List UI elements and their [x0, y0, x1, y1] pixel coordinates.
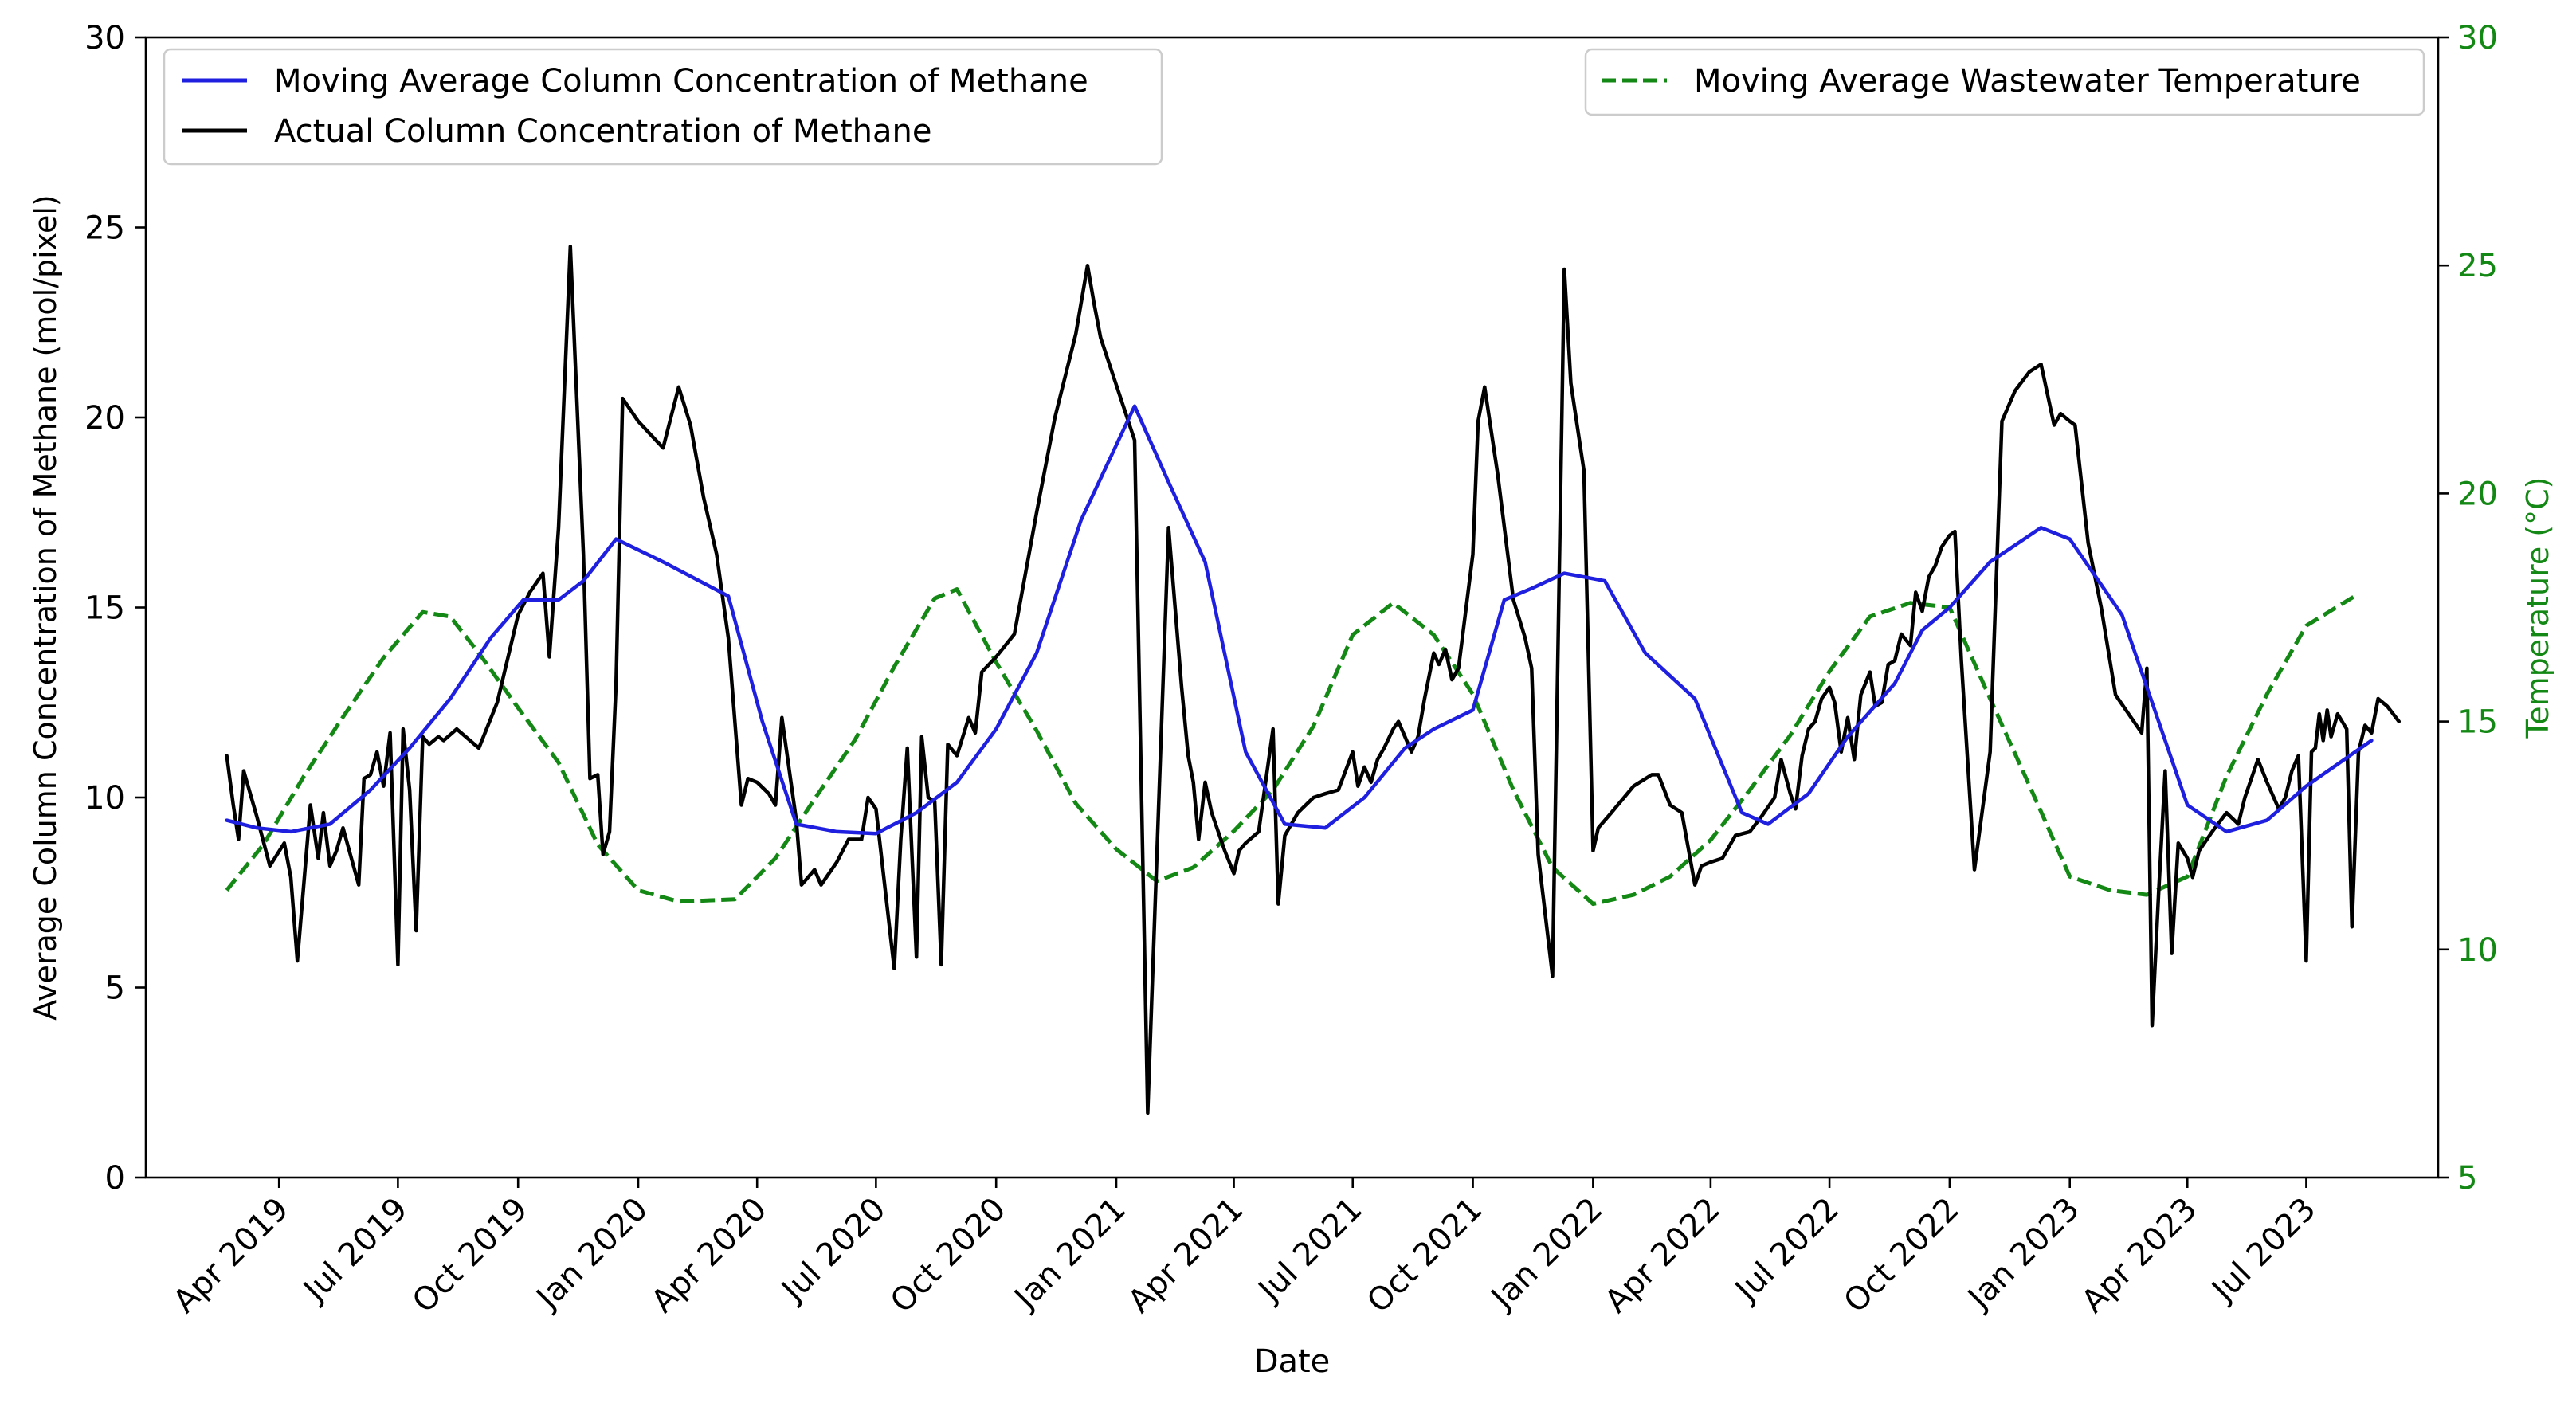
y-tick-label: 5 — [105, 970, 125, 1007]
legend-label-wastewater-temperature: Moving Average Wastewater Temperature — [1694, 63, 2361, 100]
legend-left-box — [163, 48, 1163, 166]
y2-tick-label: 15 — [2457, 704, 2498, 741]
y-tick-label: 20 — [84, 400, 125, 437]
series-line-moving-average-column-concentration-of-methane — [225, 404, 2374, 836]
y2-tick-label: 20 — [2457, 476, 2498, 512]
legend-right-box — [1584, 48, 2425, 116]
legend-label-actual-methane: Actual Column Concentration of Methane — [274, 113, 932, 150]
x-axis-label: Date — [1254, 1343, 1331, 1380]
y2-tick-label: 30 — [2457, 20, 2498, 57]
legend-left: Moving Average Column Concentration of M… — [163, 48, 1163, 166]
y2-tick-label: 10 — [2457, 932, 2498, 969]
y-tick-label: 0 — [105, 1160, 125, 1197]
y-axis-label: Average Column Concentration of Methane … — [28, 194, 63, 1021]
y2-tick-label: 5 — [2457, 1160, 2477, 1197]
y-tick-label: 10 — [84, 780, 125, 817]
y-tick-label: 25 — [84, 210, 125, 247]
legend-right: Moving Average Wastewater Temperature — [1584, 48, 2425, 116]
y2-tick-label: 25 — [2457, 248, 2498, 284]
legend-label-moving-average-methane: Moving Average Column Concentration of M… — [274, 63, 1088, 100]
y-tick-label: 30 — [84, 20, 125, 57]
y2-axis-label: Temperature (°C) — [2520, 477, 2555, 739]
y-tick-label: 15 — [84, 590, 125, 627]
series-line-moving-average-wastewater-temperature — [225, 587, 2360, 907]
series-layer — [225, 245, 2402, 1115]
series-line-actual-column-concentration-of-methane — [225, 245, 2402, 1115]
